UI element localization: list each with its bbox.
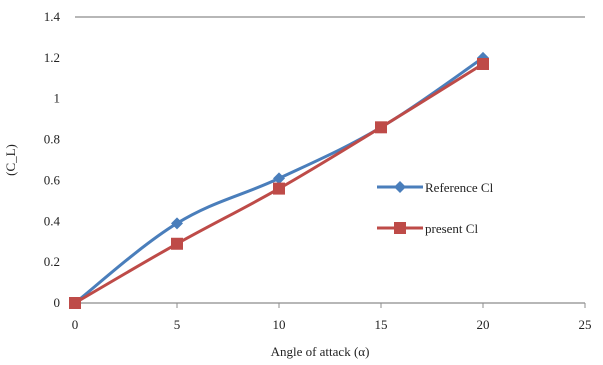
data-point bbox=[69, 297, 81, 309]
y-tick-label: 0 bbox=[54, 295, 61, 310]
legend-item: Reference Cl bbox=[377, 180, 494, 195]
x-tick-label: 25 bbox=[579, 317, 592, 332]
data-point bbox=[375, 121, 387, 134]
y-tick-label: 1.4 bbox=[44, 9, 61, 24]
y-tick-label: 1 bbox=[54, 91, 61, 106]
series-layer bbox=[69, 51, 489, 309]
legend-marker bbox=[394, 222, 406, 234]
legend-label: present Cl bbox=[425, 221, 478, 236]
data-point bbox=[171, 217, 183, 230]
data-point bbox=[477, 57, 489, 70]
data-point bbox=[273, 172, 285, 185]
y-tick-label: 0.6 bbox=[44, 172, 61, 187]
y-tick-label: 0.2 bbox=[44, 254, 60, 269]
axes-layer: 0 0.2 0.4 0.6 0.8 1 1.2 1.4 0 5 10 15 20 25 Angle of a… bbox=[3, 9, 592, 359]
x-tick-label: 5 bbox=[174, 317, 181, 332]
legend: Reference Cl present Cl bbox=[377, 180, 494, 236]
x-tick-label: 10 bbox=[273, 317, 286, 332]
x-tick-label: 0 bbox=[72, 317, 79, 332]
legend-item: present Cl bbox=[377, 221, 478, 236]
data-point bbox=[171, 237, 183, 250]
y-tick-label: 0.8 bbox=[44, 132, 60, 147]
x-tick-label: 20 bbox=[477, 317, 490, 332]
x-tick-label: 15 bbox=[375, 317, 388, 332]
data-point bbox=[273, 182, 285, 195]
y-axis-label: (C_L) bbox=[3, 144, 18, 176]
y-tick-label: 1.2 bbox=[44, 50, 60, 65]
x-axis-label: Angle of attack (α) bbox=[271, 344, 370, 359]
series-present-cl bbox=[69, 57, 489, 309]
legend-label: Reference Cl bbox=[425, 180, 494, 195]
y-tick-label: 0.4 bbox=[44, 213, 61, 228]
legend-marker bbox=[394, 181, 406, 193]
